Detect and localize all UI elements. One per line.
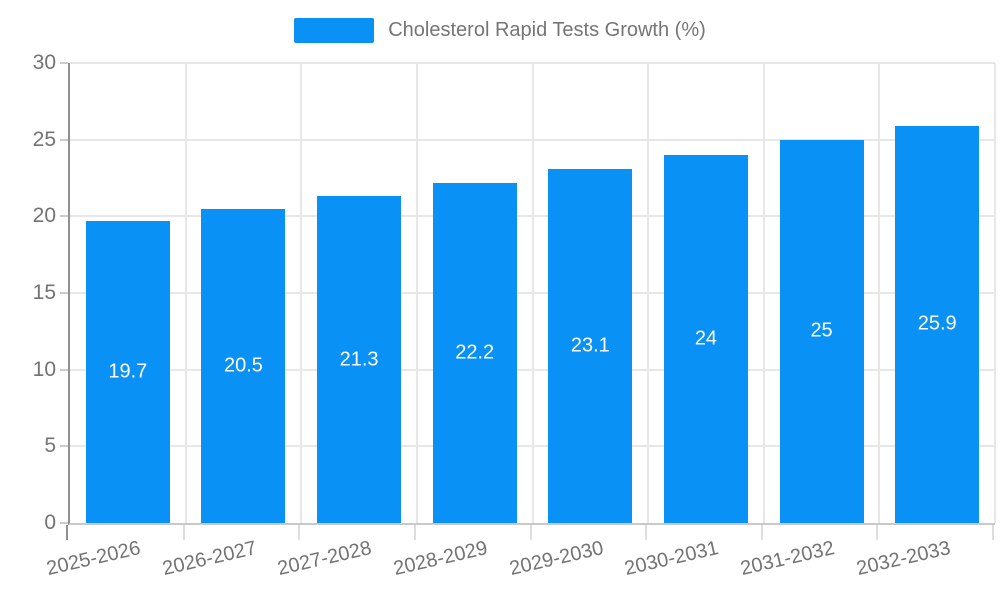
x-tick-label-2027-2028: 2027-2028 [275,537,375,580]
y-tick-label: 0 [44,511,56,534]
gridline-vertical [184,63,187,523]
x-tick-mark [992,525,994,540]
y-tick-label: 20 [32,204,56,228]
bar-2031-2032: 25 [779,139,864,523]
gridline-vertical [415,63,418,523]
y-tick-mark [60,522,68,524]
x-tick-mark [876,525,879,540]
bar-2025-2026: 19.7 [85,220,170,523]
y-tick-mark [60,368,68,371]
y-tick-mark [60,62,68,64]
bar-value-label: 22.2 [455,341,495,364]
gridline-vertical [878,63,881,523]
bar-2026-2027: 20.5 [201,208,286,523]
bar-2030-2031: 24 [663,155,748,523]
x-tick-mark [413,525,416,540]
gridline-vertical [531,63,534,523]
bar-2032-2033: 25.9 [895,125,980,523]
bar-2028-2029: 22.2 [432,182,517,523]
bar-value-label: 24 [694,327,718,350]
gridline-vertical [994,63,996,523]
y-tick-mark [60,445,68,448]
x-tick-mark [298,525,301,540]
x-tick-label-2031-2032: 2031-2032 [738,537,837,580]
gridline-vertical [300,63,303,523]
bar-value-label: 19.7 [108,360,148,383]
bar-value-label: 25 [810,319,833,342]
bar-2027-2028: 21.3 [317,196,402,523]
x-tick-label-2026-2027: 2026-2027 [160,537,259,580]
bar-value-label: 20.5 [223,354,263,377]
y-tick-label: 25 [32,127,56,151]
legend[interactable]: Cholesterol Rapid Tests Growth (%) [0,18,1000,43]
x-tick-mark [529,525,532,540]
bar-value-label: 23.1 [570,334,610,357]
plot-area: 19.7 20.5 21.3 22.2 23.1 24 25 25.9 [68,62,996,525]
bar-value-label: 25.9 [917,312,957,335]
y-tick-label: 15 [32,281,56,304]
y-tick-mark [60,215,68,218]
x-tick-label-2025-2026: 2025-2026 [44,537,143,580]
gridline-vertical [647,63,650,523]
y-tick-label: 10 [32,357,56,381]
bar-value-label: 21.3 [339,348,379,371]
x-tick-mark [645,525,648,540]
legend-label: Cholesterol Rapid Tests Growth (%) [388,19,706,41]
y-tick-mark [60,138,68,141]
y-tick-label: 30 [32,51,56,74]
x-tick-label-2032-2033: 2032-2033 [853,537,953,580]
x-tick-mark [760,525,763,540]
x-tick-label-2028-2029: 2028-2029 [391,537,490,580]
y-tick-mark [60,292,68,294]
x-tick-label-2029-2030: 2029-2030 [507,537,606,580]
legend-swatch [294,18,375,43]
x-tick-mark [182,525,185,540]
y-tick-label: 5 [44,434,56,458]
bar-2029-2030: 23.1 [548,168,633,523]
x-tick-label-2030-2031: 2030-2031 [622,537,721,580]
gridline-vertical [762,63,765,523]
x-tick-mark [66,525,68,540]
